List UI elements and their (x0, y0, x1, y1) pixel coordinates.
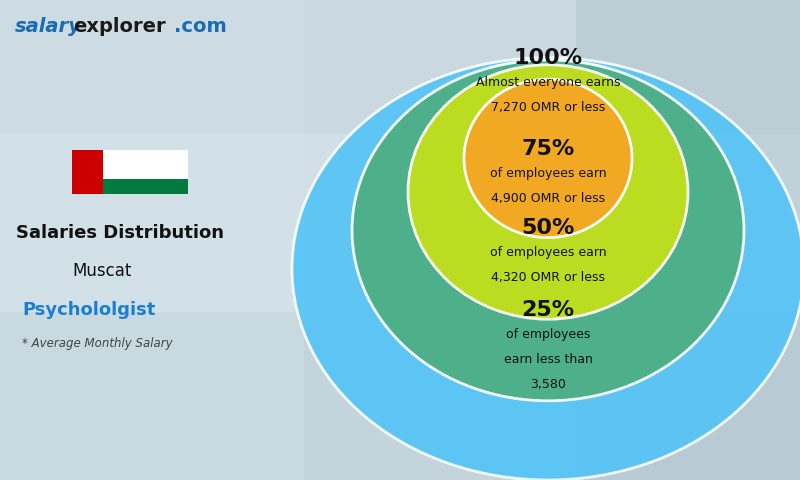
Text: Salaries Distribution: Salaries Distribution (16, 224, 224, 242)
Bar (576, 0, 800, 480)
Bar (72, 150, 188, 194)
Ellipse shape (464, 79, 632, 238)
Text: 3,580: 3,580 (530, 378, 566, 391)
Bar (0, 312, 800, 480)
Bar (0, 0, 304, 480)
Text: of employees: of employees (506, 328, 590, 341)
Text: Almost everyone earns: Almost everyone earns (476, 76, 620, 89)
Text: .com: .com (174, 17, 227, 36)
Bar (0, 0, 800, 134)
Ellipse shape (352, 60, 744, 401)
Text: 4,320 OMR or less: 4,320 OMR or less (491, 271, 605, 285)
Ellipse shape (292, 58, 800, 480)
Text: Muscat: Muscat (72, 262, 131, 280)
Bar (103, 150, 188, 179)
Text: of employees earn: of employees earn (490, 246, 606, 260)
Bar (72, 150, 103, 194)
Text: earn less than: earn less than (503, 353, 593, 366)
Text: 7,270 OMR or less: 7,270 OMR or less (491, 101, 605, 114)
Text: Psychololgist: Psychololgist (22, 300, 156, 319)
Bar (103, 179, 188, 194)
Bar (0, 134, 800, 312)
Text: 100%: 100% (514, 48, 582, 68)
Text: 4,900 OMR or less: 4,900 OMR or less (491, 192, 605, 205)
Text: 50%: 50% (522, 218, 574, 238)
Text: of employees earn: of employees earn (490, 167, 606, 180)
Ellipse shape (408, 65, 688, 319)
Text: 25%: 25% (522, 300, 574, 320)
Text: salary: salary (14, 17, 82, 36)
Text: 75%: 75% (522, 139, 574, 159)
Text: * Average Monthly Salary: * Average Monthly Salary (22, 336, 173, 350)
Text: explorer: explorer (74, 17, 166, 36)
